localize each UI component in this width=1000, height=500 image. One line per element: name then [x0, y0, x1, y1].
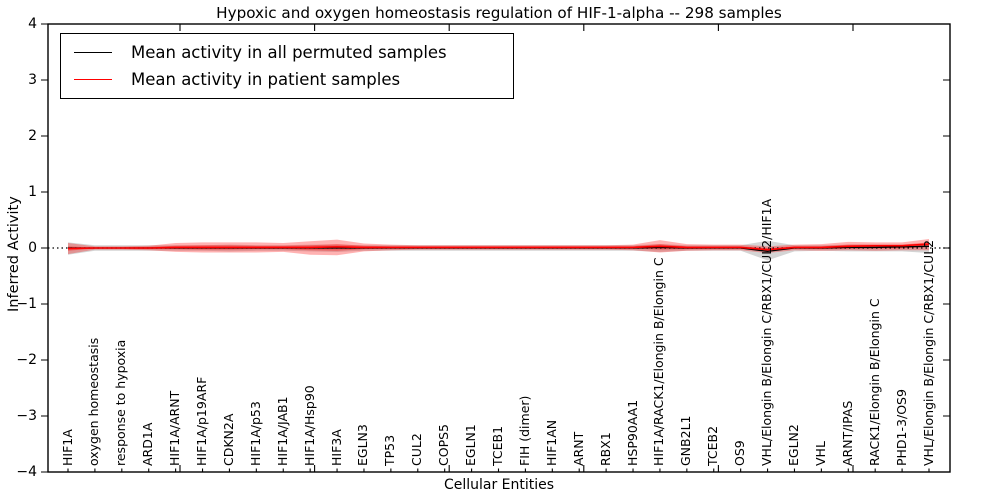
x-tick-label: EGLN3 [355, 424, 371, 466]
x-tick-label: TCEB2 [705, 425, 721, 466]
x-tick-label: OS9 [732, 440, 748, 466]
x-tick-label: PHD1-3/OS9 [893, 389, 909, 466]
legend: Mean activity in all permuted samples Mea… [60, 33, 514, 99]
x-tick-label: COPS5 [436, 424, 452, 466]
x-tick-label: FIH (dimer) [516, 395, 532, 466]
x-tick-label: HIF1A/p53 [247, 401, 263, 466]
x-tick-label: ARNT/IPAS [839, 400, 855, 466]
x-tick-label: ARD1A [140, 422, 156, 466]
x-tick-label: EGLN2 [785, 424, 801, 466]
x-tick-label: HIF1A/Hsp90 [301, 385, 317, 466]
axis-ticks [41, 23, 950, 473]
y-tick-label: 4 [28, 16, 37, 32]
legend-entry: Mean activity in patient samples [61, 70, 513, 89]
x-tick-label: oxygen homeostasis [86, 337, 102, 466]
y-tick-label: −3 [16, 408, 37, 424]
chart-title: Hypoxic and oxygen homeostasis regulatio… [216, 4, 782, 22]
x-tick-label: response to hypoxia [113, 339, 129, 466]
x-tick-label: HIF1AN [543, 419, 559, 466]
x-tick-label: HIF3A [328, 429, 344, 466]
x-axis-label: Cellular Entities [443, 477, 555, 493]
x-tick-label: ARNT [570, 431, 586, 466]
x-tick-label: CDKN2A [220, 413, 236, 466]
legend-line-sample [74, 51, 112, 53]
x-tick-label: HIF1A [59, 429, 75, 466]
x-tick-label: VHL/Elongin B/Elongin C/RBX1/CUL2/HIF1A [759, 198, 775, 466]
legend-entry: Mean activity in all permuted samples [61, 43, 513, 62]
x-tick-label: TP53 [382, 434, 398, 466]
y-tick-label: 0 [28, 240, 37, 256]
x-tick-label: TCEB1 [490, 425, 505, 466]
x-tick-label: EGLN1 [463, 424, 479, 466]
legend-label: Mean activity in all permuted samples [131, 42, 447, 62]
y-tick-label: 2 [28, 128, 37, 144]
x-tick-label: HIF1A/ARNT [167, 390, 183, 466]
x-tick-label: VHL/Elongin B/Elongin C/RBX1/CUL2 [920, 239, 936, 466]
x-tick-label: GNB2L1 [678, 415, 694, 466]
x-tick-label: RBX1 [597, 432, 613, 466]
y-tick-label: −1 [16, 296, 37, 312]
legend-line-sample [74, 79, 112, 81]
y-tick-label: −4 [16, 464, 37, 480]
x-tick-label: HSP90AA1 [624, 399, 640, 466]
y-tick-label: 1 [28, 184, 37, 200]
line-patient-mean [67, 243, 930, 251]
x-tick-label: HIF1A/RACK1/Elongin B/Elongin C [651, 257, 667, 466]
y-tick-label: 3 [28, 72, 37, 88]
x-tick-label: RACK1/Elongin B/Elongin C [866, 298, 882, 466]
y-tick-label: −2 [16, 352, 37, 368]
x-tick-label: VHL [812, 441, 828, 466]
x-tick-label: HIF1A/p19ARF [194, 376, 210, 466]
x-tick-label: CUL2 [409, 433, 425, 466]
band-permuted-samples-spread [68, 240, 929, 261]
x-tick-label: HIF1A/JAB1 [274, 396, 290, 466]
legend-label: Mean activity in patient samples [131, 70, 401, 90]
